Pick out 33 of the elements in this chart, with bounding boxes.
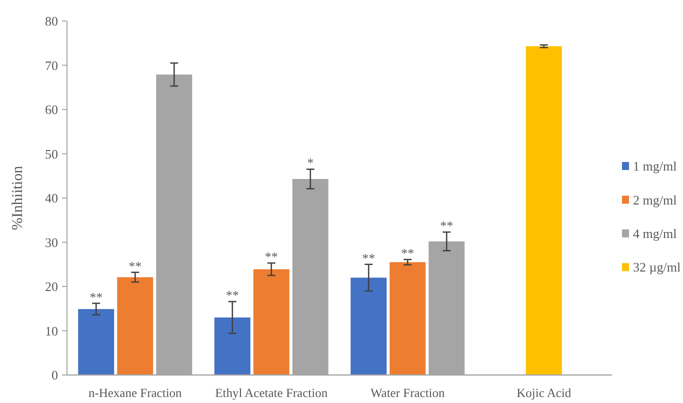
bar xyxy=(78,309,114,375)
x-tick-label: Water Fraction xyxy=(370,386,446,400)
y-tick-label: 70 xyxy=(45,58,58,73)
legend-label: 1 mg/ml xyxy=(633,158,678,174)
bar xyxy=(390,262,426,375)
data-label: ** xyxy=(362,250,376,266)
data-label: ** xyxy=(226,288,239,303)
y-tick-label: 0 xyxy=(52,368,58,383)
x-tick-label: Kojic Acid xyxy=(516,386,572,400)
y-tick-label: 50 xyxy=(45,146,58,162)
y-tick-label: 40 xyxy=(45,190,58,206)
x-tick-label: Ethyl Acetate Fraction xyxy=(215,386,328,400)
data-label: * xyxy=(307,155,314,170)
y-tick-label: 10 xyxy=(45,323,58,338)
data-label: ** xyxy=(264,249,278,264)
y-tick-label: 60 xyxy=(45,102,58,118)
legend-label: 4 mg/ml xyxy=(633,226,678,241)
x-tick-label: n-Hexane Fraction xyxy=(88,386,183,400)
data-label: ** xyxy=(401,246,414,261)
bar xyxy=(253,269,290,375)
y-axis-title: %Inhiition xyxy=(10,165,26,230)
data-label: ** xyxy=(90,289,103,304)
legend-label: 32 µg/ml xyxy=(633,260,681,275)
data-label: ** xyxy=(440,218,454,234)
legend-label: 2 mg/ml xyxy=(633,192,678,208)
y-tick-label: 30 xyxy=(45,234,58,250)
data-label: ** xyxy=(128,258,142,274)
y-tick-label: 80 xyxy=(45,14,58,29)
bar xyxy=(526,46,562,375)
bar xyxy=(117,277,154,375)
y-tick-label: 20 xyxy=(45,279,58,294)
bar xyxy=(214,317,250,375)
bar xyxy=(350,278,387,375)
